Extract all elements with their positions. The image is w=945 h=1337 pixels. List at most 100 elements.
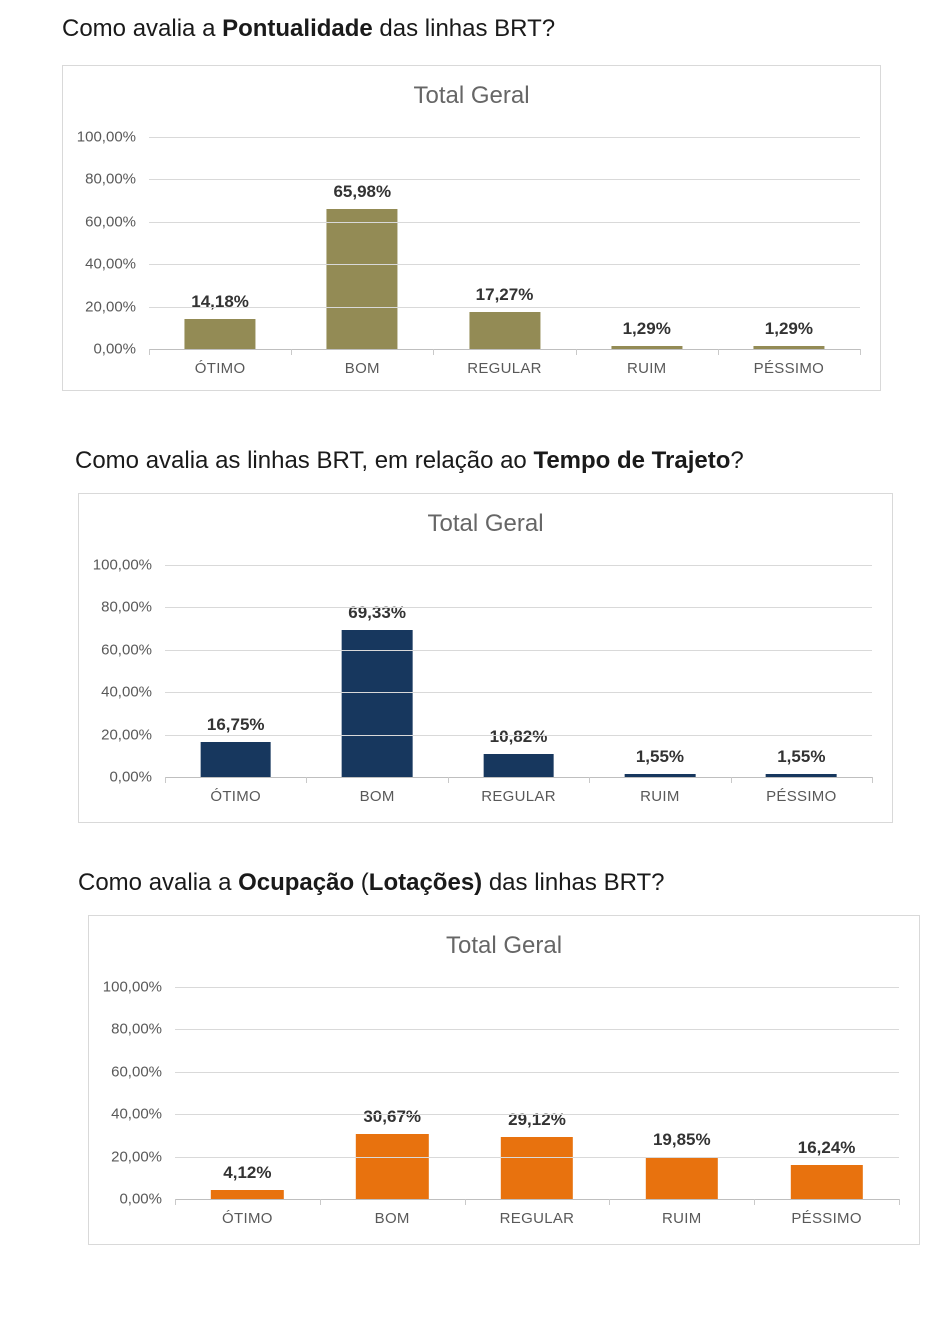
gridline [149,221,860,223]
gridline [149,179,860,181]
x-axis-tick-mark [754,1199,756,1205]
bar-value-label: 1,55% [777,746,826,766]
bar-value-label: 4,12% [223,1163,272,1183]
category-label: REGULAR [499,1210,575,1227]
x-axis-tick-mark [899,1199,900,1205]
bar [790,1164,863,1199]
chart-block-pontualidade: Como avalia a Pontualidade das linhas BR… [62,0,881,391]
chart-frame-pontualidade: Total Geral 100,00% 80,00% 60,00% 40,00% 20,… [62,65,881,391]
chart-title: Total Geral [427,510,544,537]
x-axis-tick-mark [872,777,873,783]
gridline [175,1029,899,1031]
gridline [165,649,872,651]
y-axis-tick-label: 40,00% [111,1105,162,1123]
bar [200,741,272,777]
bar-slot: 16,75% ÓTIMO [165,565,306,805]
bar [355,1133,429,1199]
bar-slot: 16,24% PÉSSIMO [754,987,899,1227]
bar-value-label: 14,18% [191,291,249,311]
category-label: ÓTIMO [210,788,262,805]
bar-slot: 1,55% RUIM [589,565,730,805]
y-axis-tick-label: 60,00% [101,641,152,659]
x-axis-tick-mark [291,349,293,355]
bar [500,1137,574,1199]
question-segment: das linhas BRT? [482,869,665,896]
bar-slot: 10,82% REGULAR [448,565,589,805]
bar-series: 14,18% ÓTIMO 65,98% BOM 17,27% REGULAR 1,29% RU… [149,137,860,377]
bar [624,773,696,777]
chart-frame-ocupacao: Total Geral 100,00% 80,00% 60,00% 40,00% 20,… [88,915,920,1245]
x-axis-tick-mark [447,777,449,783]
y-axis-tick-label: 20,00% [111,1148,162,1166]
bar [326,209,398,349]
y-axis-tick-label: 20,00% [101,726,152,744]
question-segment: ( [354,869,369,896]
bar [765,773,837,777]
category-label: ÓTIMO [194,360,246,377]
y-axis-tick-label: 100,00% [102,978,162,996]
question-title-tempo-de-trajeto: Como avalia as linhas BRT, em relação ao… [75,444,893,478]
gridline [175,1114,899,1116]
bar-slot: 4,12% ÓTIMO [175,987,320,1227]
gridline [165,565,872,566]
plot-area: 16,75% ÓTIMO 69,33% BOM 10,82% REGULAR 1,55% RU… [165,565,873,805]
category-label: RUIM [662,1210,702,1227]
question-segment: ? [730,447,744,474]
x-axis-tick-mark [730,777,732,783]
y-axis: 100,00% 80,00% 60,00% 40,00% 20,00% 0,00% [79,557,165,786]
chart-canvas: 100,00% 80,00% 60,00% 40,00% 20,00% 0,00% 14,… [63,129,880,377]
bar-slot: 1,29% PÉSSIMO [718,137,860,377]
y-axis-tick-label: 60,00% [111,1063,162,1081]
x-axis-tick-mark [464,1199,466,1205]
bar-value-label: 1,29% [622,319,671,339]
x-axis-tick-mark [860,349,861,355]
bar-slot: 65,98% BOM [291,137,433,377]
category-label: BOM [359,788,395,805]
x-axis-tick-mark [433,349,435,355]
y-axis-tick-label: 100,00% [76,128,136,146]
category-label: REGULAR [481,788,556,805]
x-axis-tick-mark [575,349,577,355]
x-axis-tick-mark [149,349,150,355]
bar [645,1156,718,1199]
bar [468,312,541,349]
chart-frame-tempo-de-trajeto: Total Geral 100,00% 80,00% 60,00% 40,00% 20,… [78,493,893,823]
bar-slot: 69,33% BOM [306,565,447,805]
bar-slot: 29,12% REGULAR [465,987,610,1227]
bar [184,318,256,349]
gridline [149,137,860,138]
chart-block-tempo-de-trajeto: Como avalia as linhas BRT, em relação ao… [75,444,893,823]
category-label: REGULAR [467,360,542,377]
y-axis: 100,00% 80,00% 60,00% 40,00% 20,00% 0,00% [63,129,149,358]
bar [341,630,413,777]
gridline [165,734,872,736]
bar [211,1190,284,1199]
gridline [175,1156,899,1158]
category-label: BOM [374,1210,410,1227]
question-segment: Pontualidade [222,15,373,42]
x-axis-tick-mark [589,777,591,783]
bar-value-label: 1,29% [764,319,814,339]
question-title-ocupacao: Como avalia a Ocupação (Lotações) das li… [78,866,920,900]
y-axis-tick-label: 40,00% [85,255,136,273]
question-segment: Lotações) [368,869,483,896]
gridline [149,306,860,308]
question-segment: Ocupação [238,869,355,896]
bar-value-label: 16,75% [206,714,265,734]
x-axis-line [149,349,860,350]
category-label: RUIM [626,360,667,377]
bar-value-label: 1,55% [635,746,685,766]
category-label: PÉSSIMO [766,788,837,805]
y-axis-tick-label: 20,00% [85,298,136,316]
y-axis: 100,00% 80,00% 60,00% 40,00% 20,00% 0,00% [89,979,175,1208]
gridline [175,987,899,988]
question-segment: Como avalia as linhas BRT, em relação ao [75,447,534,474]
x-axis-tick-mark [717,349,719,355]
y-axis-tick-label: 60,00% [85,213,136,231]
gridline [165,607,872,609]
gridline [165,692,872,694]
category-label: PÉSSIMO [791,1210,862,1227]
y-axis-tick-label: 80,00% [111,1020,162,1038]
bar-series: 16,75% ÓTIMO 69,33% BOM 10,82% REGULAR 1,55% RU… [165,565,872,805]
x-axis-line [165,777,872,778]
